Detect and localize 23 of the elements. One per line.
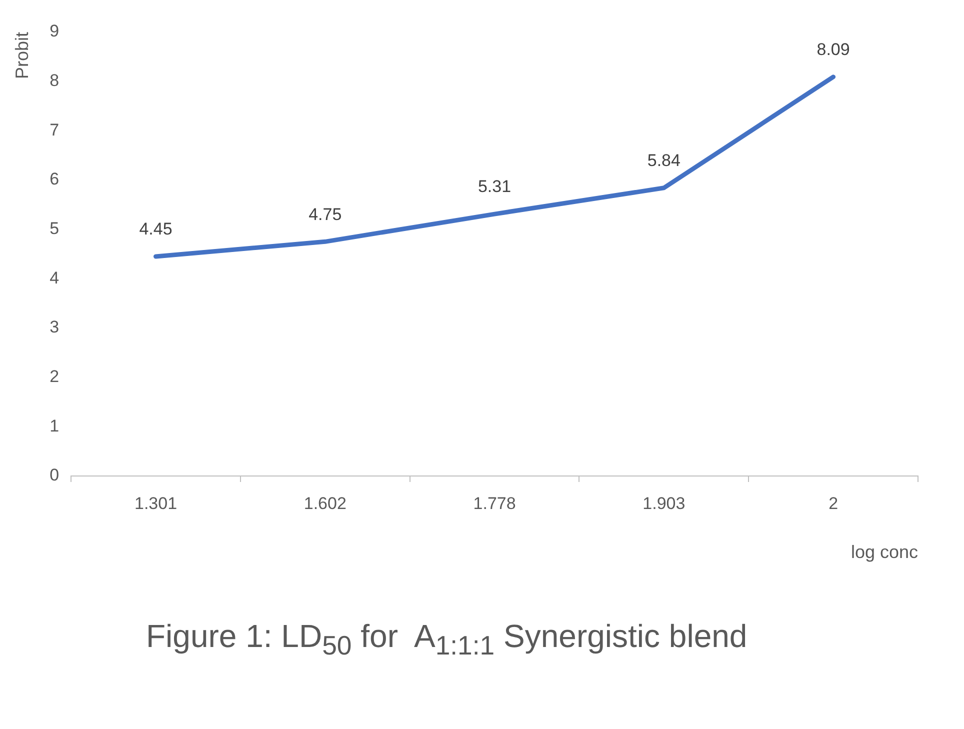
- caption: Figure 1: LD$_{50}$ for A$_{1:1:1}$ Synergistic blend: [146, 618, 748, 662]
- data-label: 5.84: [647, 151, 680, 170]
- x-tick-label: 1.903: [642, 494, 686, 513]
- x-tick-label: 1.602: [304, 494, 346, 513]
- y-tick-label: 4: [50, 268, 60, 288]
- y-tick-label: 0: [50, 466, 60, 485]
- y-tick-label: 1: [50, 416, 60, 436]
- data-label: 4.75: [308, 204, 342, 224]
- y-tick-label: 3: [50, 318, 60, 337]
- data-label: 8.09: [816, 40, 850, 60]
- x-tick-label: 2: [828, 494, 838, 513]
- x-tick-label: 1.778: [473, 494, 516, 513]
- data-label: 4.45: [139, 220, 172, 239]
- y-tick-label: 9: [50, 22, 60, 41]
- y-tick-label: 6: [50, 170, 60, 189]
- x-tick-label: 1.301: [134, 494, 178, 513]
- data-label: 5.31: [478, 177, 512, 196]
- y-tick-label: 2: [50, 367, 60, 386]
- x-axis-title: log conc: [850, 542, 918, 562]
- y-axis-title: Probit: [12, 32, 32, 80]
- y-tick-label: 5: [50, 219, 60, 238]
- y-tick-label: 8: [50, 71, 60, 90]
- y-tick-label: 7: [50, 120, 60, 140]
